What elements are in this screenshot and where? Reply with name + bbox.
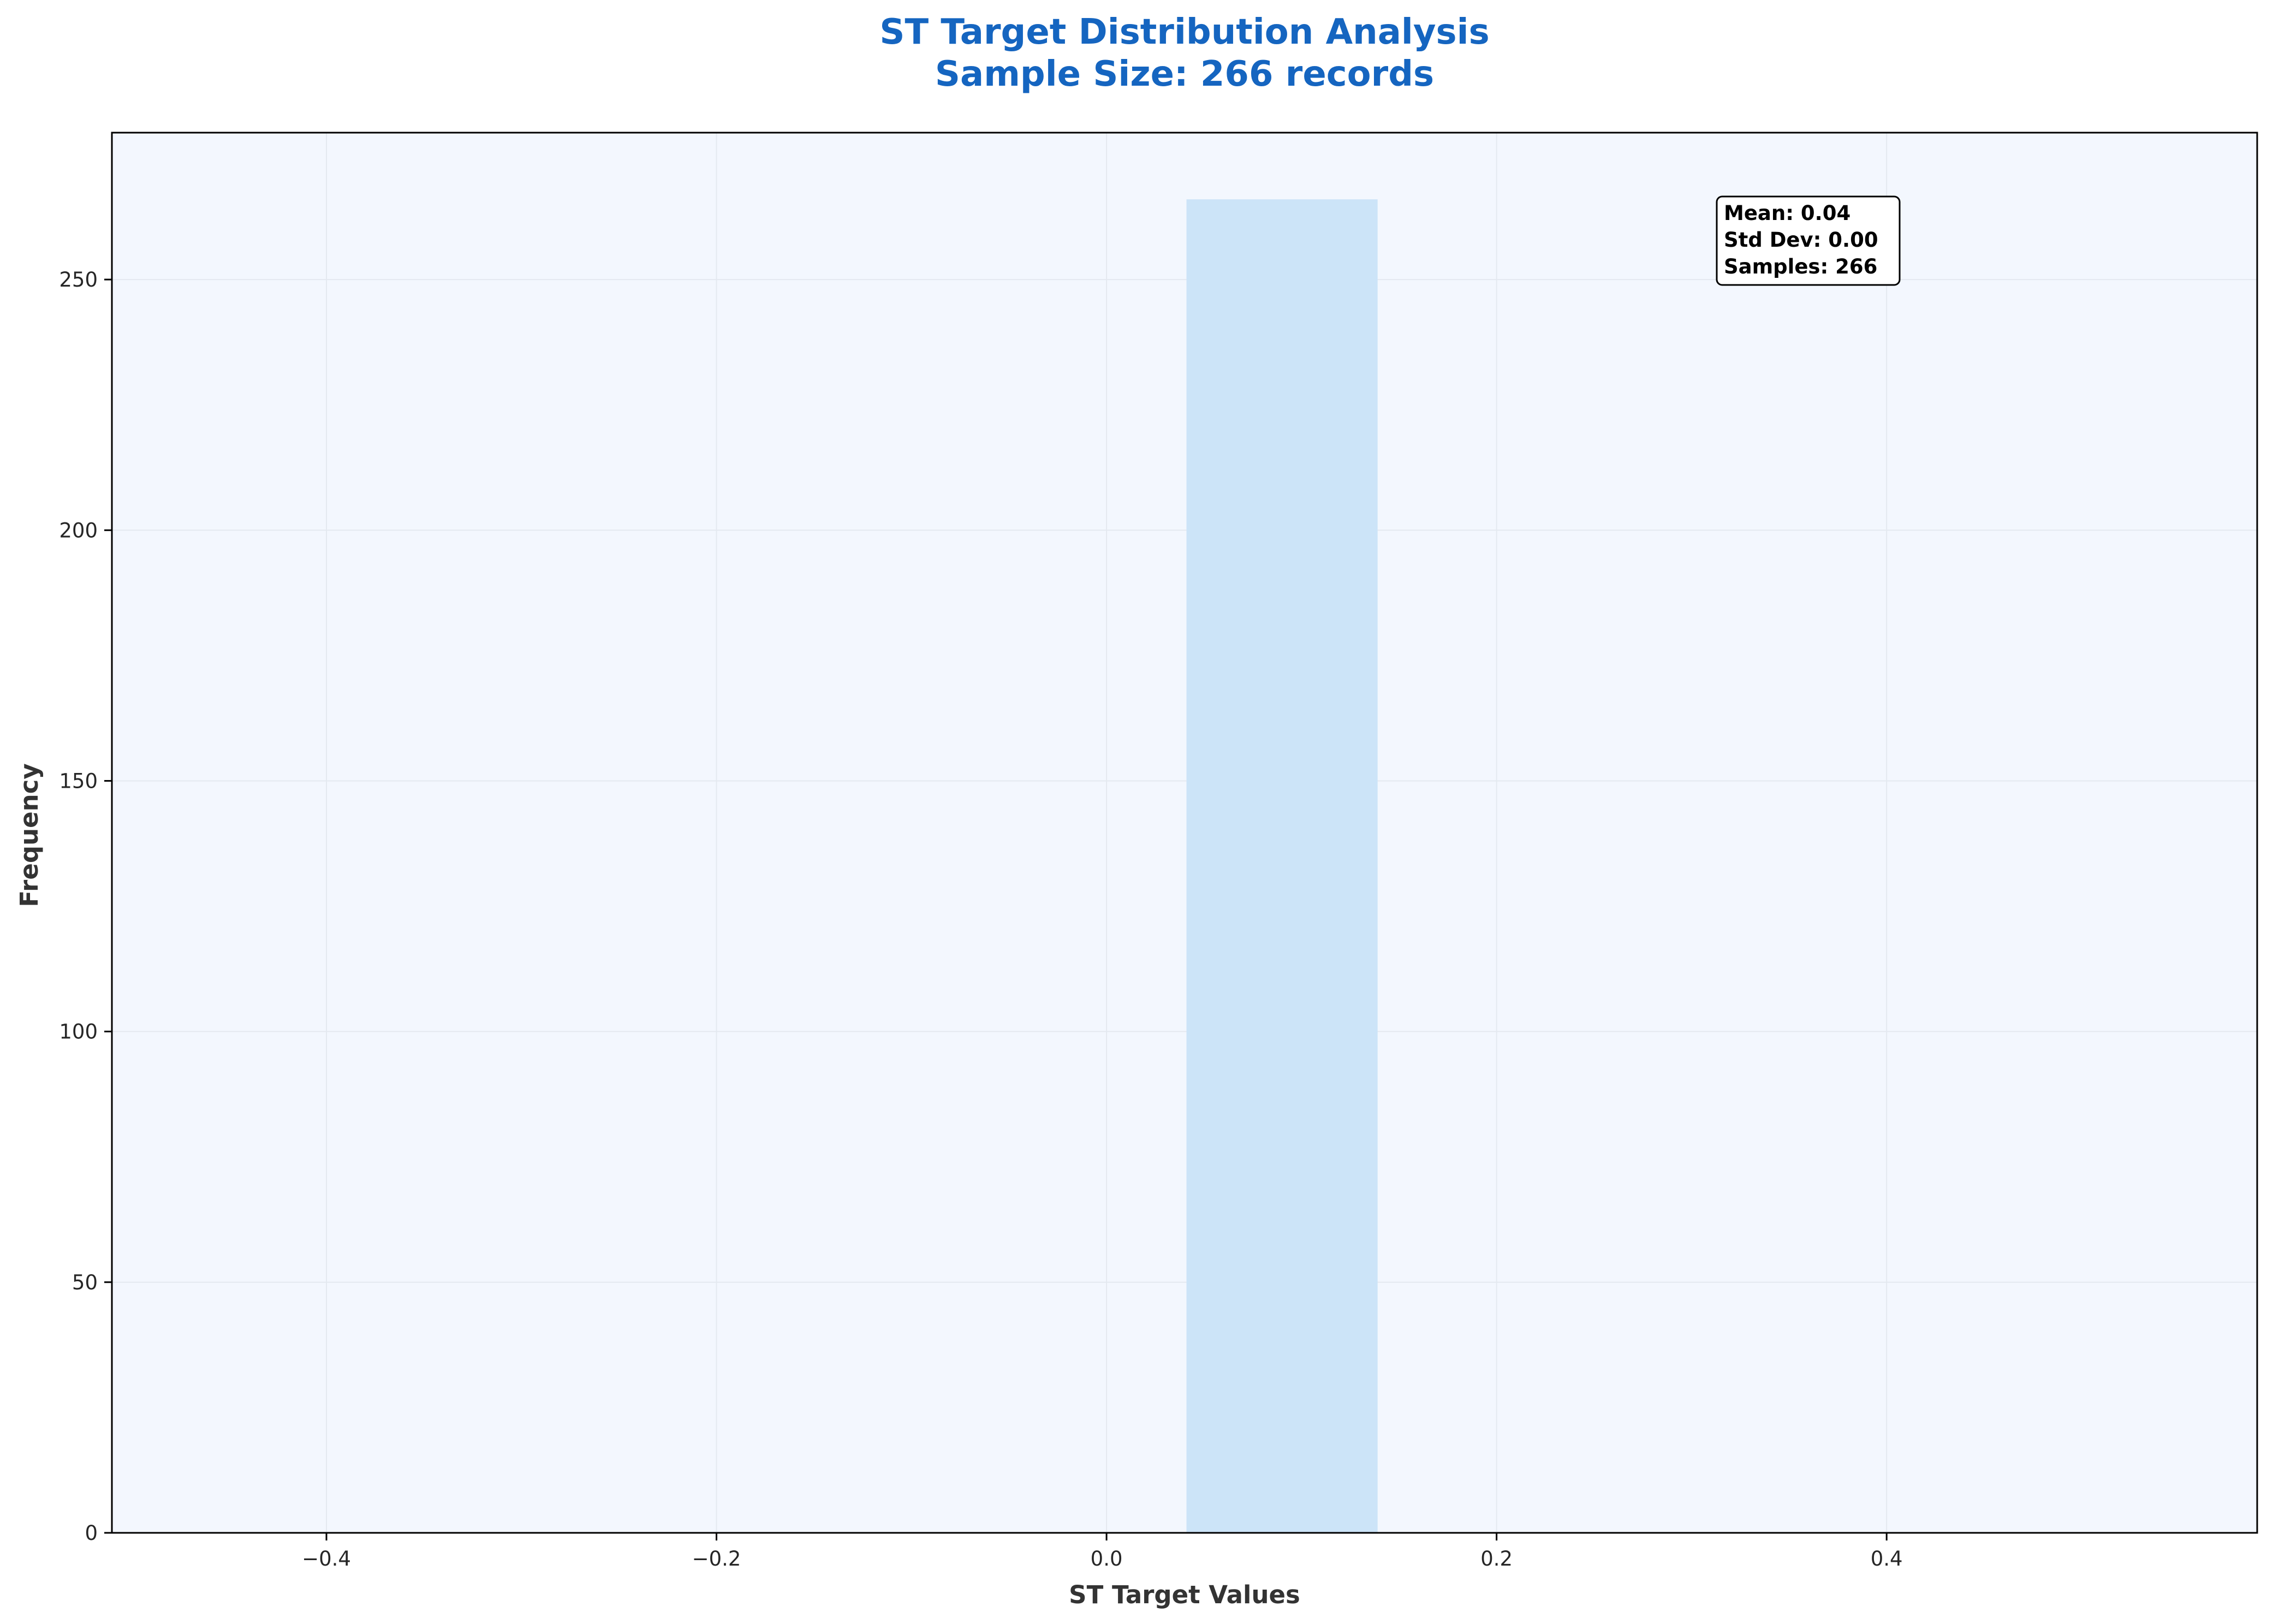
y-tick-label: 150 xyxy=(59,769,98,793)
x-tick-label: 0.2 xyxy=(1480,1547,1513,1571)
y-tick-label: 200 xyxy=(59,519,98,542)
x-axis-label: ST Target Values xyxy=(1069,1580,1300,1609)
y-axis-label: Frequency xyxy=(15,763,44,907)
histogram-bars xyxy=(1186,199,1378,1533)
stats-samples: Samples: 266 xyxy=(1724,255,1877,278)
axis-ticks: −0.4 −0.2 0.0 0.2 0.4 0 50 100 150 200 250 xyxy=(59,268,1902,1571)
chart-title: ST Target Distribution Analysis xyxy=(879,12,1489,52)
axes-frame xyxy=(111,132,2258,1534)
y-tick-label: 100 xyxy=(59,1020,98,1044)
histogram-bar xyxy=(1186,199,1378,1533)
stats-std-dev: Std Dev: 0.00 xyxy=(1724,228,1878,252)
y-tick-label: 250 xyxy=(59,268,98,292)
x-tick-label: −0.4 xyxy=(302,1547,351,1571)
x-tick-label: −0.2 xyxy=(692,1547,741,1571)
stats-box-frame xyxy=(1716,195,1901,286)
x-tick-label: 0.0 xyxy=(1091,1547,1123,1571)
y-tick-label: 50 xyxy=(72,1271,98,1294)
chart-subtitle: Sample Size: 266 records xyxy=(935,54,1434,94)
x-tick-label: 0.4 xyxy=(1871,1547,1903,1571)
stats-mean: Mean: 0.04 xyxy=(1724,201,1850,225)
stats-box: Mean: 0.04 Std Dev: 0.00 Samples: 266 xyxy=(1716,195,1901,286)
y-tick-label: 0 xyxy=(85,1521,98,1545)
plot-area xyxy=(112,133,2257,1533)
